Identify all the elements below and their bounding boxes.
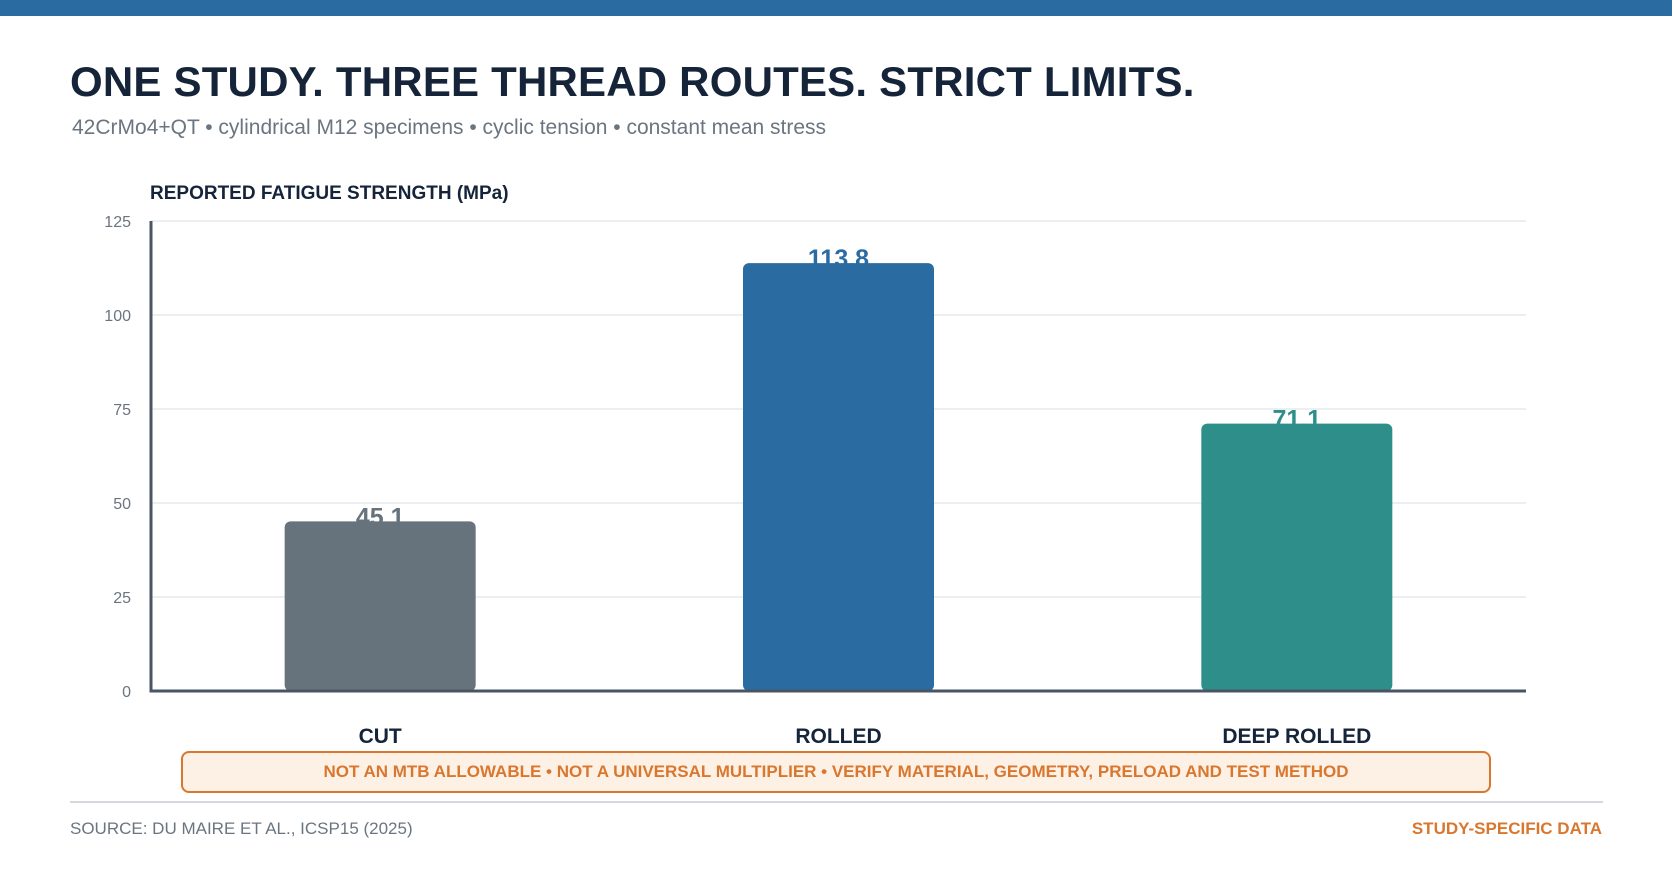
bars xyxy=(284,263,1393,691)
bar-rolled xyxy=(743,263,934,691)
page-title: ONE STUDY. THREE THREAD ROUTES. STRICT L… xyxy=(70,58,1195,105)
bar-cut xyxy=(284,521,476,691)
category-label: DEEP ROLLED xyxy=(1222,725,1371,748)
bar-value-label: 45.1 xyxy=(356,503,405,531)
category-label: CUT xyxy=(359,725,402,748)
y-tick-label: 100 xyxy=(104,308,131,325)
bar-value-label: 113.8 xyxy=(808,245,869,273)
y-tick-label: 25 xyxy=(113,590,131,607)
bar-value-label: 71.1 xyxy=(1272,406,1321,434)
y-tick-label: 75 xyxy=(113,402,131,419)
warning-banner: NOT AN MTB ALLOWABLE • NOT A UNIVERSAL M… xyxy=(181,751,1491,793)
source-citation: SOURCE: DU MAIRE ET AL., ICSP15 (2025) xyxy=(70,819,413,838)
y-tick-label: 50 xyxy=(113,496,131,513)
category-label: ROLLED xyxy=(795,725,881,748)
y-tick-label: 0 xyxy=(122,684,131,701)
y-axis-ticks: 0 25 50 75 100 125 xyxy=(104,214,131,701)
y-axis-title: REPORTED FATIGUE STRENGTH (MPa) xyxy=(150,183,509,204)
footer-divider xyxy=(70,801,1603,803)
study-specific-badge: STUDY-SPECIFIC DATA xyxy=(1411,819,1602,838)
page-subtitle: 42CrMo4+QT • cylindrical M12 specimens •… xyxy=(72,116,827,139)
bar-deep-rolled xyxy=(1201,423,1393,691)
axes xyxy=(149,221,1526,693)
top-accent-bar xyxy=(0,0,1672,16)
fatigue-strength-chart: REPORTED FATIGUE STRENGTH (MPa) 0 25 50 75 1… xyxy=(104,183,1526,748)
labels: 45.1 CUT 113.8 ROLLED 71.1 DEEP ROLLED xyxy=(356,245,1371,748)
y-tick-label: 125 xyxy=(104,214,131,231)
